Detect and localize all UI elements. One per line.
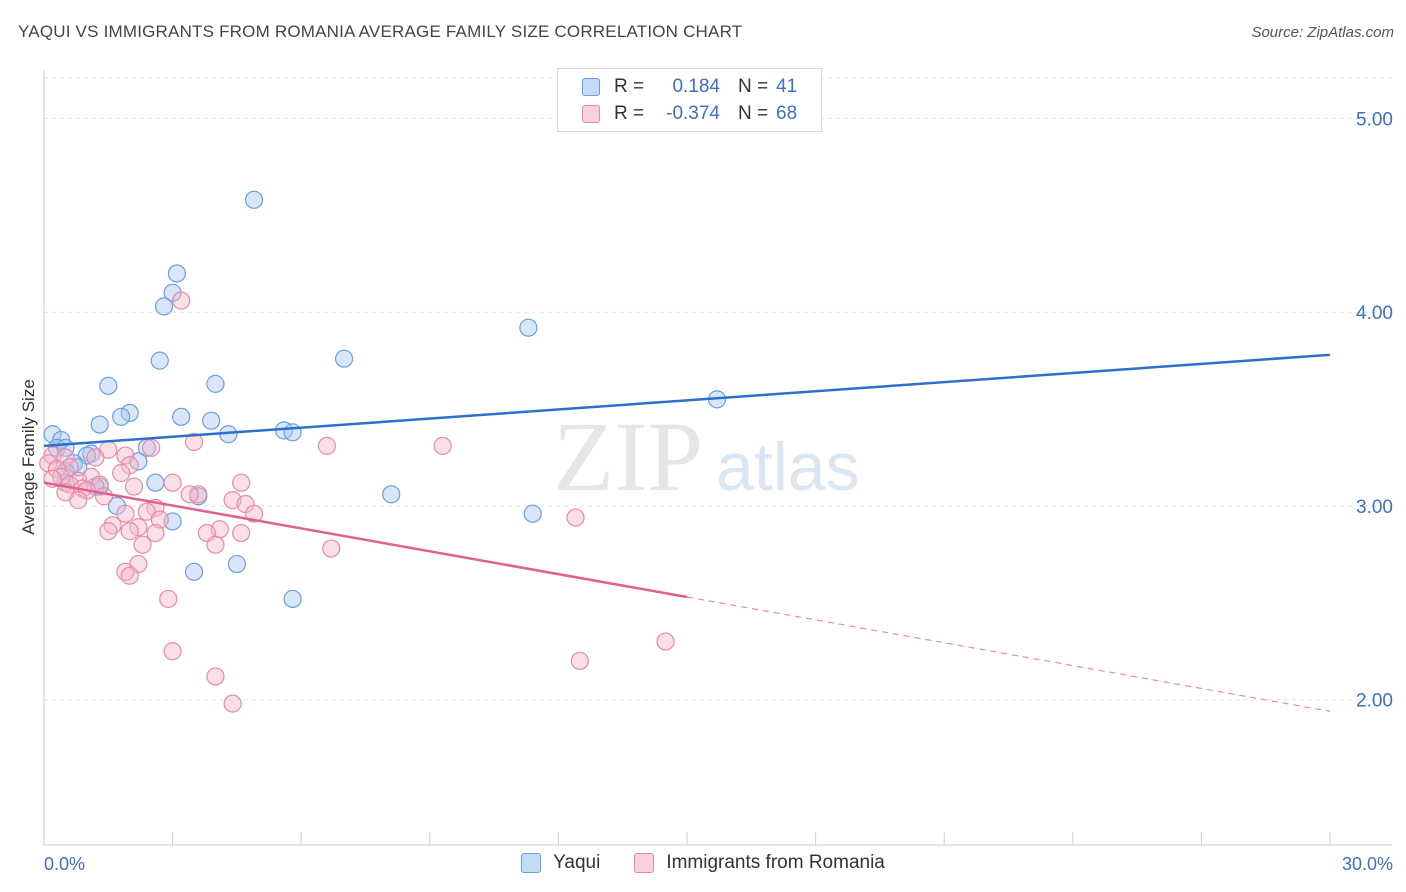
data-point (112, 407, 131, 426)
data-point (433, 436, 452, 455)
series-1-points (39, 291, 675, 713)
data-point (167, 264, 186, 283)
data-point (163, 473, 182, 492)
series-swatch-yaqui (521, 853, 542, 873)
data-point (154, 297, 174, 316)
data-point (244, 190, 264, 209)
legend-n-value: 68 (776, 103, 798, 124)
data-point (129, 518, 148, 537)
correlation-legend: R = 0.184 N = 41 R = -0.374 N = 68 (557, 68, 822, 132)
data-point (146, 473, 165, 492)
data-point (322, 539, 341, 558)
legend-r-value: -0.374 (666, 103, 720, 124)
y-tick-label: 5.00 (1356, 109, 1393, 130)
data-point (120, 522, 139, 541)
x-tick-label: 0.0% (44, 854, 85, 874)
data-point (120, 403, 139, 423)
series-legend: Yaqui Immigrants from Romania (0, 852, 1406, 874)
data-point (523, 504, 542, 523)
data-point (150, 510, 169, 529)
data-point (206, 667, 225, 686)
data-point (112, 463, 131, 483)
legend-r-label: R = (614, 103, 645, 124)
data-point (172, 291, 191, 310)
data-point (120, 566, 139, 585)
chart-source: Source: ZipAtlas.com (1251, 24, 1394, 41)
series-0-points (43, 190, 727, 609)
trend-lines (43, 353, 1331, 712)
series-swatch-romania (634, 853, 655, 873)
legend-n-label: N = (738, 103, 769, 124)
data-point (202, 411, 221, 430)
data-point (150, 351, 169, 370)
trend-extension-1 (686, 596, 1331, 712)
data-point (86, 448, 105, 467)
legend-swatch-romania (582, 105, 600, 123)
y-axis-label: Average Family Size (19, 379, 38, 535)
y-tick-label: 3.00 (1356, 497, 1393, 518)
data-point (232, 473, 251, 492)
data-point (656, 632, 675, 651)
data-point (382, 485, 401, 504)
data-point (206, 374, 225, 393)
watermark-atlas: atlas (716, 429, 860, 505)
data-point (116, 504, 135, 523)
grid-lines (44, 77, 1392, 701)
series-legend-romania: Immigrants from Romania (634, 852, 885, 874)
data-point (244, 504, 264, 523)
x-tick-label: 30.0% (1342, 854, 1393, 874)
data-point (124, 477, 144, 496)
chart-title: YAQUI VS IMMIGRANTS FROM ROMANIA AVERAGE… (18, 22, 743, 41)
legend-swatch-yaqui (582, 78, 600, 96)
data-point (116, 446, 135, 465)
data-point (146, 523, 165, 543)
series-name-romania: Immigrants from Romania (666, 852, 885, 873)
series-legend-yaqui: Yaqui (521, 852, 600, 874)
data-point (566, 508, 585, 527)
data-point (184, 562, 204, 581)
data-point (334, 349, 354, 368)
legend-r-value: 0.184 (672, 76, 720, 97)
y-tick-label: 4.00 (1356, 303, 1393, 324)
data-point (69, 491, 88, 510)
data-point (90, 415, 109, 434)
watermark: ZIP atlas (553, 401, 860, 512)
legend-n-value: 41 (776, 76, 798, 97)
data-point (283, 589, 302, 609)
watermark-zip: ZIP (553, 401, 703, 512)
data-point (133, 535, 152, 554)
data-point (159, 589, 178, 609)
data-point (180, 485, 199, 504)
tick-labels: 2.00 3.00 4.00 5.00 0.0% 30.0% (44, 109, 1393, 874)
data-point (99, 522, 118, 541)
data-point (223, 694, 242, 713)
data-point (519, 318, 538, 337)
y-tick-label: 2.00 (1356, 691, 1393, 712)
legend-row-romania: R = -0.374 N = 68 (582, 100, 797, 128)
trend-line-0 (43, 353, 1331, 448)
data-point (99, 376, 118, 395)
data-point (184, 432, 204, 452)
legend-r-label: R = (614, 76, 645, 97)
data-point (232, 523, 251, 543)
data-points (39, 190, 727, 713)
legend-n-label: N = (738, 76, 769, 97)
data-point (227, 554, 246, 574)
data-point (172, 407, 191, 426)
data-point (206, 535, 225, 554)
trend-line-1 (43, 481, 688, 599)
data-point (163, 642, 182, 661)
series-name-yaqui: Yaqui (553, 852, 601, 873)
data-point (570, 651, 589, 671)
data-point (94, 487, 114, 506)
data-point (283, 423, 302, 442)
data-point (317, 436, 337, 455)
data-point (142, 438, 161, 457)
legend-row-yaqui: R = 0.184 N = 41 (582, 73, 797, 101)
